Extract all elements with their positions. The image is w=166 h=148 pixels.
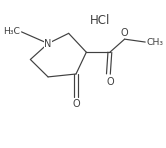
Text: N: N [44, 38, 52, 49]
Text: CH₃: CH₃ [147, 38, 164, 47]
Text: O: O [121, 28, 128, 38]
Text: O: O [106, 77, 114, 87]
Text: HCl: HCl [89, 14, 110, 27]
Text: O: O [72, 99, 80, 109]
Text: H₃C: H₃C [3, 27, 20, 36]
